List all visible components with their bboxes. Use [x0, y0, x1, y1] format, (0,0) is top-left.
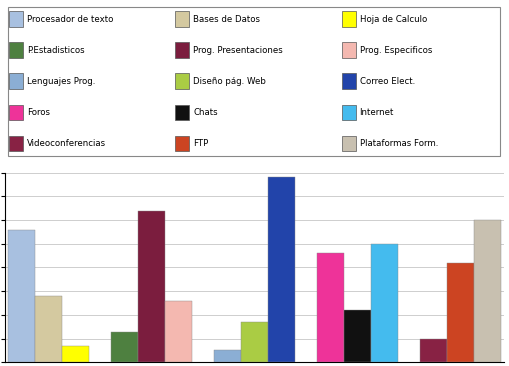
Bar — [342, 105, 356, 120]
Bar — [268, 178, 295, 362]
Text: Chats: Chats — [193, 108, 218, 117]
Bar — [62, 346, 90, 362]
Text: Correo Elect.: Correo Elect. — [359, 77, 415, 86]
Bar — [9, 105, 23, 120]
Bar — [176, 105, 189, 120]
Bar — [176, 42, 189, 58]
Bar — [138, 210, 165, 362]
Bar — [8, 229, 35, 362]
Text: Hoja de Calculo: Hoja de Calculo — [359, 15, 427, 24]
Text: FTP: FTP — [193, 139, 209, 148]
Bar — [176, 135, 189, 151]
Bar — [344, 310, 371, 362]
Text: Videoconferencias: Videoconferencias — [27, 139, 106, 148]
Bar — [9, 42, 23, 58]
Bar — [241, 322, 268, 362]
Bar — [9, 11, 23, 27]
Bar — [176, 11, 189, 27]
Bar — [342, 11, 356, 27]
Bar — [35, 296, 62, 362]
Bar — [447, 263, 474, 362]
Bar — [371, 244, 398, 362]
Bar — [317, 253, 344, 362]
Text: Internet: Internet — [359, 108, 394, 117]
Text: Lenguajes Prog.: Lenguajes Prog. — [27, 77, 95, 86]
Bar — [111, 332, 138, 362]
Bar — [419, 339, 447, 362]
Bar — [176, 74, 189, 89]
Text: Prog. Especificos: Prog. Especificos — [359, 46, 432, 55]
Text: Foros: Foros — [27, 108, 50, 117]
Bar — [342, 74, 356, 89]
Text: Bases de Datos: Bases de Datos — [193, 15, 260, 24]
Text: Procesador de texto: Procesador de texto — [27, 15, 114, 24]
Bar — [342, 42, 356, 58]
Bar — [165, 301, 192, 362]
Bar — [474, 220, 501, 362]
Bar — [9, 74, 23, 89]
Bar — [214, 351, 241, 362]
Text: P.Estadisticos: P.Estadisticos — [27, 46, 84, 55]
Text: Prog. Presentaciones: Prog. Presentaciones — [193, 46, 283, 55]
Text: Diseño pág. Web: Diseño pág. Web — [193, 77, 266, 86]
Bar — [342, 135, 356, 151]
Text: Plataformas Form.: Plataformas Form. — [359, 139, 438, 148]
Bar — [9, 135, 23, 151]
